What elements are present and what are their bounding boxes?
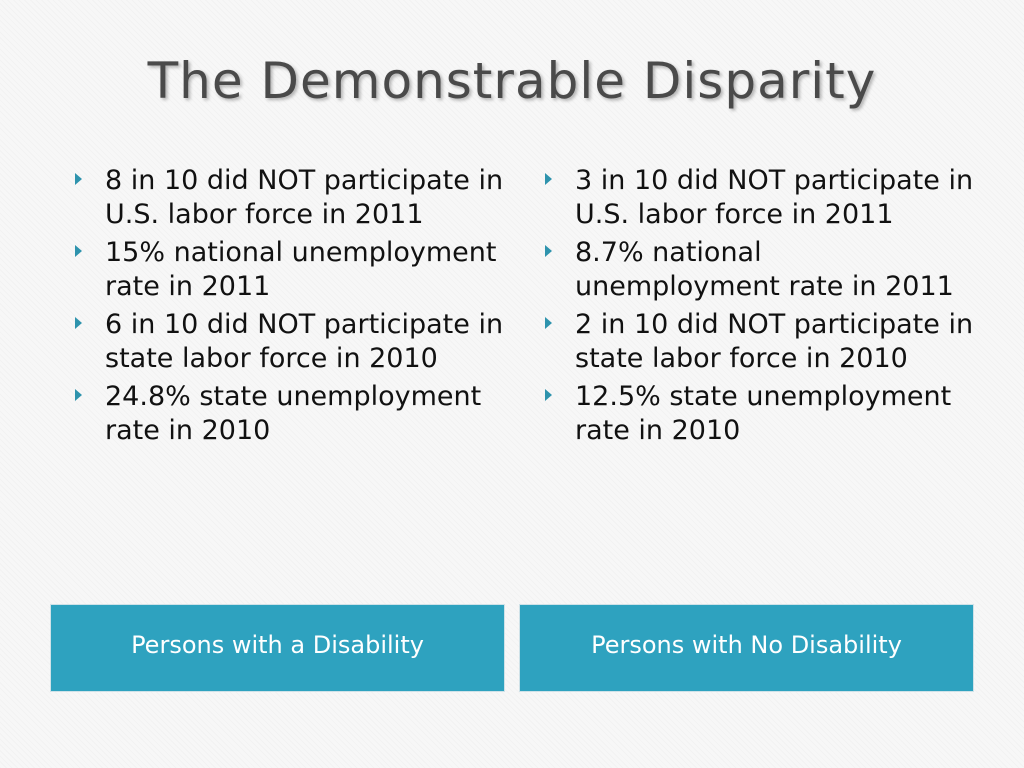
bullet-text: 8 in 10 did NOT participate in U.S. labo…: [105, 165, 504, 230]
arrow-bullet-icon: [75, 173, 82, 185]
list-item: 8.7% national unemployment rate in 2011: [545, 236, 975, 304]
list-item: 12.5% state unemployment rate in 2010: [545, 380, 975, 448]
bullet-text: 2 in 10 did NOT participate in state lab…: [575, 309, 974, 374]
bullet-text: 15% national unemployment rate in 2011: [105, 237, 497, 302]
arrow-bullet-icon: [545, 389, 552, 401]
list-item: 2 in 10 did NOT participate in state lab…: [545, 308, 975, 376]
arrow-bullet-icon: [545, 245, 552, 257]
left-bullet-list: 8 in 10 did NOT participate in U.S. labo…: [75, 164, 505, 452]
list-item: 15% national unemployment rate in 2011: [75, 236, 505, 304]
list-item: 8 in 10 did NOT participate in U.S. labo…: [75, 164, 505, 232]
list-item: 24.8% state unemployment rate in 2010: [75, 380, 505, 448]
no-disability-label-box: Persons with No Disability: [520, 605, 973, 691]
list-item: 3 in 10 did NOT participate in U.S. labo…: [545, 164, 975, 232]
slide-title: The Demonstrable Disparity: [147, 52, 877, 110]
arrow-bullet-icon: [75, 317, 82, 329]
arrow-bullet-icon: [545, 317, 552, 329]
arrow-bullet-icon: [545, 173, 552, 185]
bullet-text: 8.7% national unemployment rate in 2011: [575, 237, 954, 302]
arrow-bullet-icon: [75, 389, 82, 401]
bullet-text: 3 in 10 did NOT participate in U.S. labo…: [575, 165, 974, 230]
disability-label-box: Persons with a Disability: [51, 605, 504, 691]
bullet-text: 6 in 10 did NOT participate in state lab…: [105, 309, 504, 374]
arrow-bullet-icon: [75, 245, 82, 257]
right-bullet-list: 3 in 10 did NOT participate in U.S. labo…: [545, 164, 975, 452]
bullet-text: 12.5% state unemployment rate in 2010: [575, 381, 952, 446]
bullet-text: 24.8% state unemployment rate in 2010: [105, 381, 482, 446]
list-item: 6 in 10 did NOT participate in state lab…: [75, 308, 505, 376]
